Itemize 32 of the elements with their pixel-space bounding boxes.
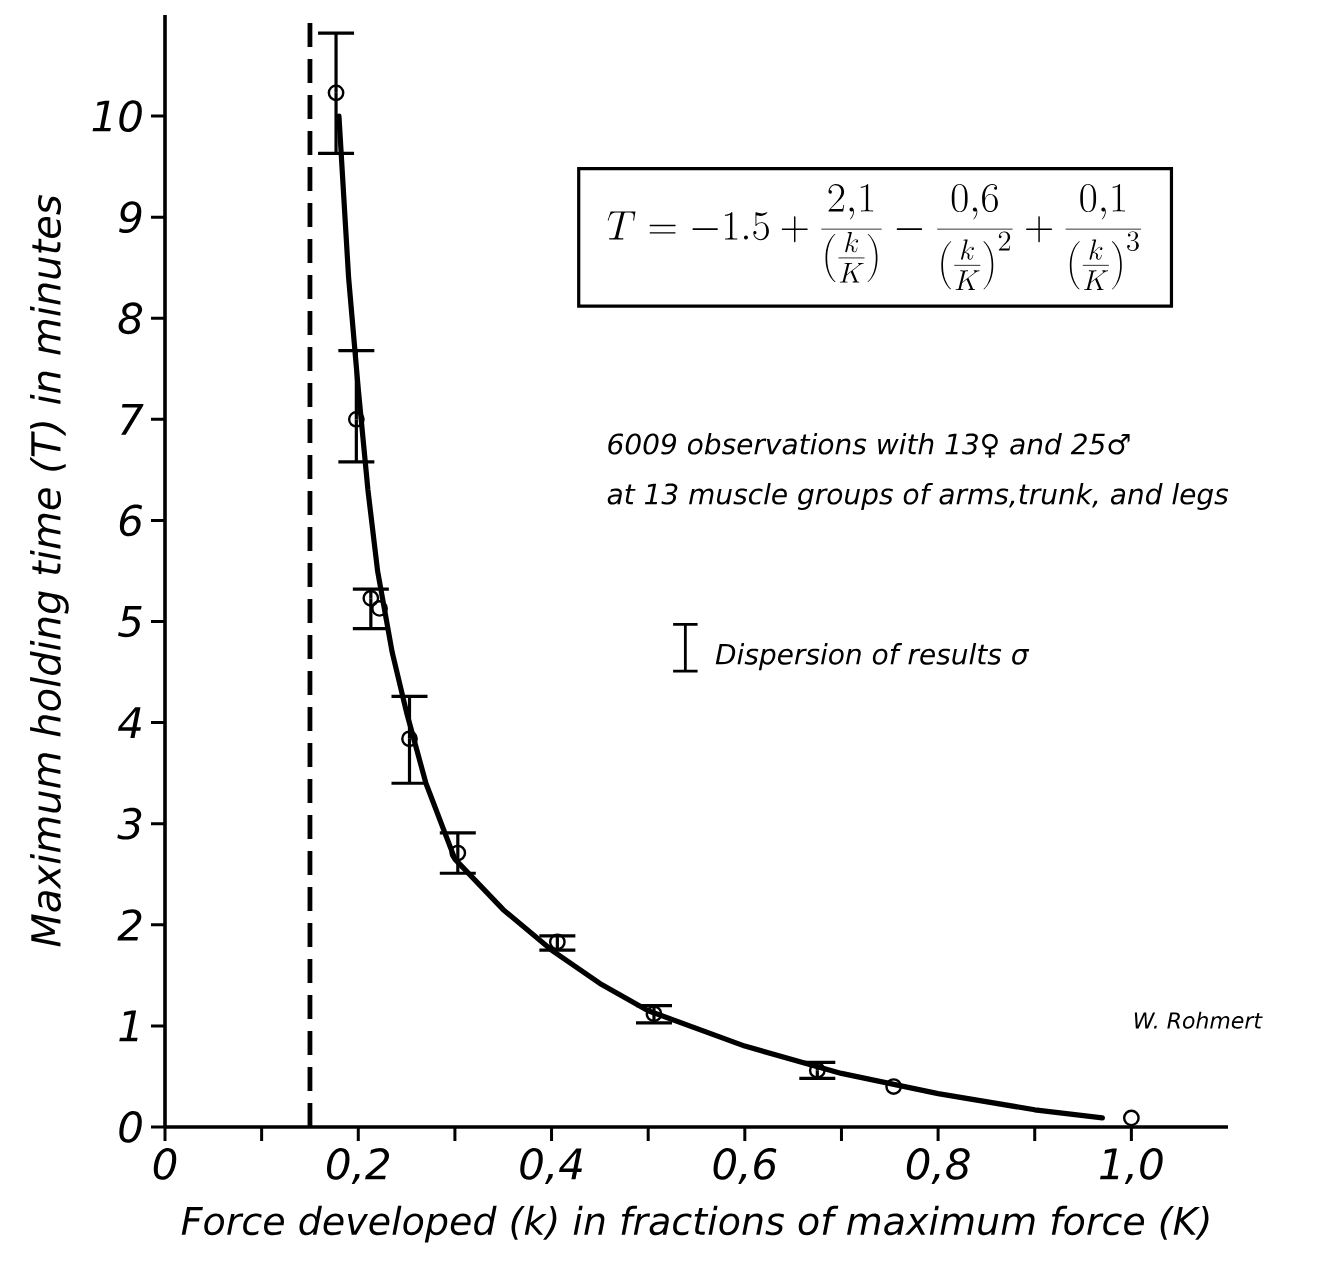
point xyxy=(885,1078,903,1095)
y-tick-label: 9 xyxy=(119,201,142,234)
y-tick-label: 3 xyxy=(117,807,142,840)
y-tick-label: 8 xyxy=(118,302,143,335)
x-tick-label: 0,2 xyxy=(326,1148,390,1185)
y-tick-label: 0 xyxy=(119,1111,142,1143)
point xyxy=(327,84,345,102)
y-tick-label: 1 xyxy=(119,1010,138,1042)
point xyxy=(449,844,467,862)
x-tick-label: 1,0 xyxy=(1100,1148,1163,1185)
y-tick-label: 2 xyxy=(117,909,142,941)
point xyxy=(645,1005,663,1023)
x-tick-label: 0,4 xyxy=(520,1148,582,1185)
x-tick-label: 0,8 xyxy=(906,1148,970,1185)
point xyxy=(401,730,418,748)
annotation: W. Rohmert xyxy=(1134,1011,1263,1029)
y-tick-label: 7 xyxy=(121,404,144,435)
x-axis-title: Force developed (k) in fractions of maximum force (K) xyxy=(181,1205,1209,1243)
annotation: at 13 muscle groups of arms,trunk, and legs xyxy=(607,482,1229,511)
annotation: 6009 observations with 13♀ and 25♂ xyxy=(608,432,1130,458)
point xyxy=(1122,1109,1140,1127)
y-tick-label: 5 xyxy=(118,605,142,638)
annotation: Dispersion of results σ xyxy=(715,643,1030,671)
x-tick-label: 0 xyxy=(153,1148,177,1180)
x-tick-label: 0,6 xyxy=(713,1148,777,1185)
point xyxy=(548,933,566,951)
y-tick-label: 10 xyxy=(92,100,142,132)
y-axis-title: Maximum holding time (T) in minutes xyxy=(30,195,69,947)
y-tick-label: 6 xyxy=(119,504,143,537)
annotation: $T = -1.5 + \frac{2{,}1}{\left(\frac{k}{K}\right)} - \frac{0{,}6}{\left(\frac{k}{K}\right)^{2}} + \frac{0{,}1}{\left(\frac{k}{K}\right)^{3}}$ xyxy=(607,184,1142,291)
y-tick-label: 4 xyxy=(117,707,141,738)
point xyxy=(347,410,365,428)
